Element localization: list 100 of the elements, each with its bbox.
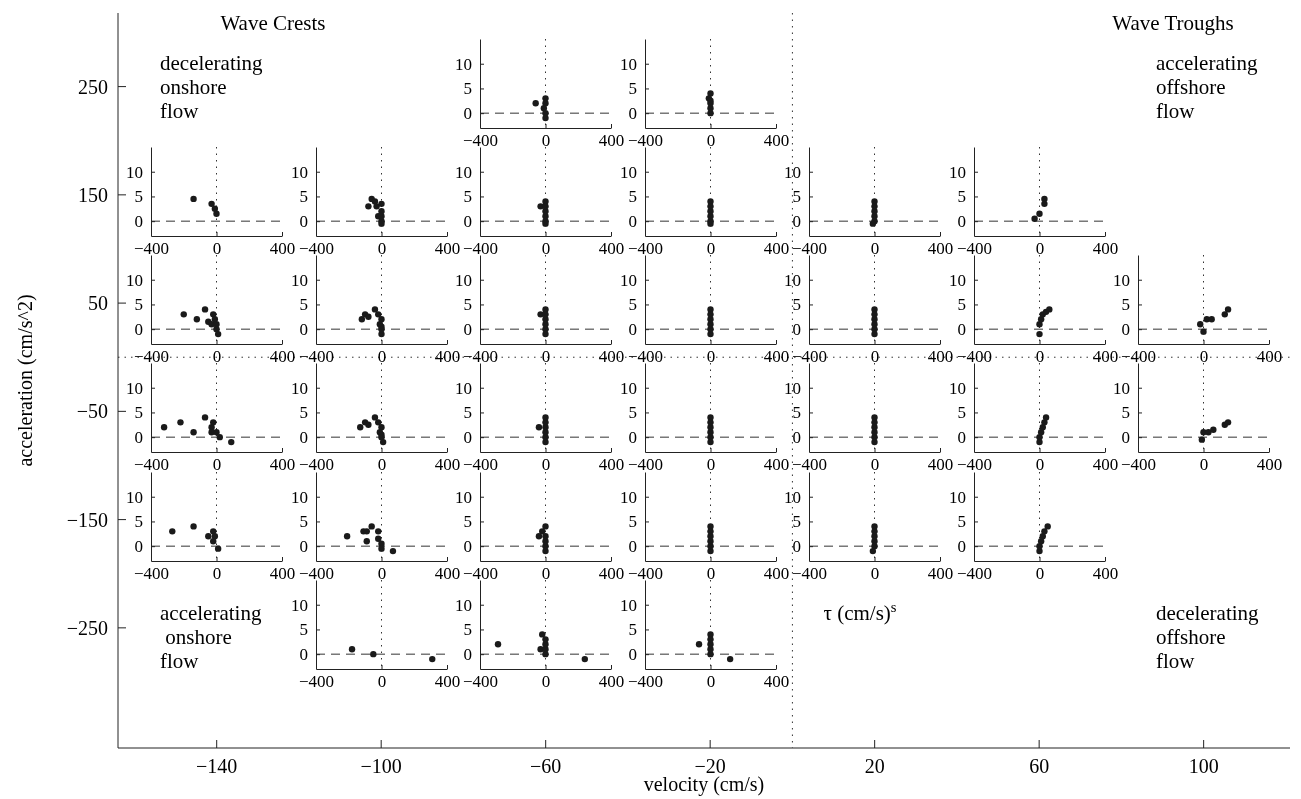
x-tick-label: 0 <box>377 671 386 691</box>
x-tick-label: 400 <box>763 130 789 150</box>
x-tick-label: −400 <box>627 563 663 583</box>
x-tick-label: −400 <box>134 563 170 583</box>
y-tick-label: 10 <box>126 487 144 507</box>
x-tick-label: 0 <box>706 671 715 691</box>
y-tick-label: 250 <box>78 75 108 98</box>
y-tick-label: 5 <box>628 511 637 531</box>
y-tick-label: 0 <box>299 428 308 448</box>
y-tick-label: 10 <box>290 595 308 615</box>
x-tick-label: 400 <box>269 238 296 258</box>
y-tick-label: 0 <box>628 428 637 448</box>
x-tick-label: 400 <box>434 347 460 367</box>
annotation: τ (cm/s)$^{s}$ <box>823 599 897 625</box>
y-tick-label: 0 <box>134 320 144 340</box>
y-tick-label: 0 <box>463 211 473 231</box>
y-tick-label: 5 <box>628 403 637 423</box>
y-tick-label: 0 <box>628 211 637 231</box>
x-tick-label: 0 <box>212 563 222 583</box>
x-tick-label: 400 <box>598 347 625 367</box>
y-tick-label: 5 <box>134 295 144 315</box>
x-tick-label: −400 <box>298 238 334 258</box>
y-tick-label: 10 <box>619 487 637 507</box>
annotation: decelerating onshore flow <box>160 51 264 123</box>
x-tick-label: −400 <box>792 347 828 367</box>
annotation: Wave Crests <box>220 11 326 35</box>
y-tick-label: −50 <box>76 400 108 423</box>
x-tick-label: −400 <box>134 347 170 367</box>
x-tick-label: 0 <box>541 671 551 691</box>
y-axis-title: acceleration (cm/s^2) <box>14 294 37 467</box>
x-tick-label: 400 <box>927 563 954 583</box>
x-tick-label: 100 <box>1188 755 1219 777</box>
y-tick-label: 10 <box>455 54 473 74</box>
y-tick-label: 5 <box>792 511 802 531</box>
y-tick-label: 0 <box>957 536 966 556</box>
x-tick-label: 20 <box>864 755 885 777</box>
x-tick-label: −100 <box>360 755 402 777</box>
y-tick-label: 0 <box>792 211 802 231</box>
y-tick-label: 0 <box>957 211 966 231</box>
x-tick-label: 0 <box>1199 347 1209 367</box>
y-tick-label: 50 <box>88 292 108 315</box>
y-tick-label: 0 <box>299 320 308 340</box>
y-tick-label: 0 <box>463 320 473 340</box>
y-tick-label: 5 <box>957 511 966 531</box>
x-tick-label: 400 <box>598 455 625 475</box>
y-tick-label: 0 <box>792 428 802 448</box>
y-tick-label: 0 <box>134 536 144 556</box>
x-tick-label: 0 <box>706 238 715 258</box>
x-tick-label: −400 <box>463 238 499 258</box>
y-tick-label: 5 <box>463 78 473 98</box>
y-tick-label: 0 <box>792 320 802 340</box>
x-tick-label: 0 <box>1035 563 1044 583</box>
x-tick-label: −400 <box>956 238 992 258</box>
x-tick-label: 400 <box>598 671 625 691</box>
annotation: accelerating offshore flow <box>1156 51 1258 123</box>
y-tick-label: 0 <box>463 428 473 448</box>
y-tick-label: 5 <box>957 403 966 423</box>
y-tick-label: 10 <box>126 270 144 290</box>
x-tick-label: 400 <box>1256 347 1283 367</box>
y-tick-label: 5 <box>628 78 637 98</box>
x-tick-label: 0 <box>1035 347 1044 367</box>
x-tick-label: −400 <box>298 563 334 583</box>
y-tick-label: 0 <box>299 211 308 231</box>
x-tick-label: 0 <box>377 563 386 583</box>
y-tick-label: 5 <box>134 403 144 423</box>
x-tick-label: 400 <box>1092 563 1118 583</box>
y-tick-label: 150 <box>78 183 108 206</box>
y-tick-label: 10 <box>290 487 308 507</box>
y-tick-label: 5 <box>628 295 637 315</box>
y-tick-label: 10 <box>455 270 473 290</box>
y-tick-label: 5 <box>1121 295 1131 315</box>
annotation: accelerating onshore flow <box>160 601 262 673</box>
x-tick-label: 400 <box>1092 455 1118 475</box>
y-tick-label: 10 <box>619 379 637 399</box>
x-tick-label: −400 <box>1121 455 1157 475</box>
x-tick-label: 400 <box>763 347 789 367</box>
y-tick-label: 0 <box>628 103 637 123</box>
x-tick-label: −400 <box>1121 347 1157 367</box>
y-tick-label: 10 <box>455 379 473 399</box>
y-tick-label: 10 <box>948 270 966 290</box>
x-tick-label: 400 <box>598 563 625 583</box>
x-tick-label: 400 <box>598 130 625 150</box>
y-tick-label: 5 <box>299 403 308 423</box>
y-tick-label: 5 <box>463 187 473 207</box>
y-tick-label: 10 <box>948 487 966 507</box>
x-tick-label: −60 <box>530 755 562 777</box>
x-tick-label: 0 <box>212 238 222 258</box>
x-tick-label: 400 <box>598 238 625 258</box>
y-tick-label: 10 <box>455 595 473 615</box>
x-tick-label: 0 <box>541 238 551 258</box>
x-tick-label: 400 <box>927 455 954 475</box>
y-tick-label: 0 <box>1121 320 1131 340</box>
x-tick-label: 400 <box>269 455 296 475</box>
x-tick-label: −400 <box>627 455 663 475</box>
x-tick-label: 0 <box>541 563 551 583</box>
y-tick-label: 0 <box>792 536 802 556</box>
x-tick-label: 400 <box>269 563 296 583</box>
x-tick-label: 400 <box>763 455 789 475</box>
y-tick-label: 5 <box>299 295 308 315</box>
x-tick-label: 0 <box>377 455 386 475</box>
